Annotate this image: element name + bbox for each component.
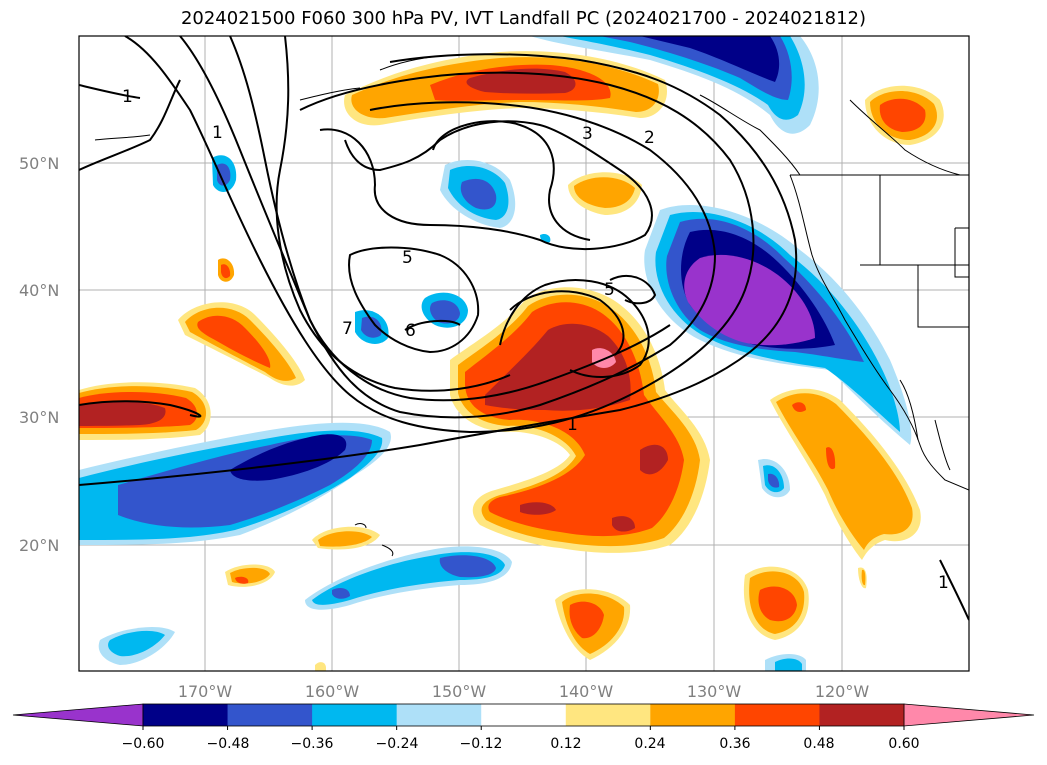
colorbar-label-5: 0.12: [550, 736, 581, 752]
colorbar-tick-labels: −0.60 −0.48 −0.36 −0.24 −0.12 0.12 0.24 …: [122, 736, 920, 752]
contour-label-5-east: 5: [604, 280, 615, 300]
contour-label-2: 2: [644, 128, 655, 148]
colorbar-segment: [312, 704, 398, 726]
contour-label-1-se: 1: [938, 573, 949, 593]
colorbar-ticks: [142, 726, 905, 730]
colorbar-frame: [142, 703, 905, 727]
map-panel: 1 1 2 3 5 5 6 7 1 1: [79, 36, 969, 671]
colorbar-label-9: 0.60: [888, 736, 919, 752]
colorbar-label-0: −0.60: [122, 736, 165, 752]
map-title: 2024021500 F060 300 hPa PV, IVT Landfall…: [180, 8, 867, 29]
lon-label-170w: 170°W: [178, 682, 233, 701]
colorbar-label-1: −0.48: [207, 736, 250, 752]
colorbar-label-2: −0.36: [291, 736, 334, 752]
contour-label-6: 6: [405, 321, 416, 341]
lon-label-150w: 150°W: [432, 682, 487, 701]
colorbar-label-3: −0.24: [376, 736, 419, 752]
coastlines: [94, 55, 969, 557]
contour-label-7: 7: [342, 319, 353, 339]
colorbar-label-4: −0.12: [460, 736, 503, 752]
colorbar-label-6: 0.24: [634, 736, 665, 752]
latitude-labels: 50°N 40°N 30°N 20°N: [19, 154, 59, 555]
lon-label-130w: 130°W: [687, 682, 742, 701]
contour-label-1-south: 1: [567, 415, 578, 435]
colorbar-segment: [396, 704, 482, 726]
colorbar-max-arrow: [903, 703, 1035, 727]
colorbar-segment: [819, 704, 905, 726]
contour-label-1-upper: 1: [212, 123, 223, 143]
lon-label-120w: 120°W: [815, 682, 870, 701]
colorbar-segment: [143, 704, 229, 726]
contour-label-3: 3: [582, 124, 593, 144]
lat-label-30n: 30°N: [19, 408, 59, 427]
colorbar-label-7: 0.36: [719, 736, 750, 752]
colorbar-segment: [227, 704, 313, 726]
colorbar-segment: [734, 704, 820, 726]
colorbar-label-8: 0.48: [803, 736, 834, 752]
longitude-labels: 170°W 160°W 150°W 140°W 130°W 120°W: [178, 682, 870, 701]
colorbar-segment: [565, 704, 651, 726]
contour-label-1-nw: 1: [122, 87, 133, 107]
lat-label-20n: 20°N: [19, 536, 59, 555]
lat-label-50n: 50°N: [19, 154, 59, 173]
colorbar-segment: [481, 704, 567, 726]
lon-label-160w: 160°W: [305, 682, 360, 701]
contour-label-5-center: 5: [402, 248, 413, 268]
colorbar-segment: [650, 704, 736, 726]
lon-label-140w: 140°W: [559, 682, 614, 701]
map-frame: [78, 35, 970, 672]
lat-label-40n: 40°N: [19, 281, 59, 300]
colorbar: −0.60 −0.48 −0.36 −0.24 −0.12 0.12 0.24 …: [12, 703, 1035, 752]
colorbar-segments: [143, 704, 905, 726]
pv-contours: [79, 36, 969, 621]
positive-anomaly-areas: [79, 51, 944, 671]
contour-labels: 1 1 2 3 5 5 6 7 1 1: [122, 87, 949, 593]
negative-anomaly-areas: [79, 36, 912, 671]
colorbar-min-arrow: [12, 703, 144, 727]
